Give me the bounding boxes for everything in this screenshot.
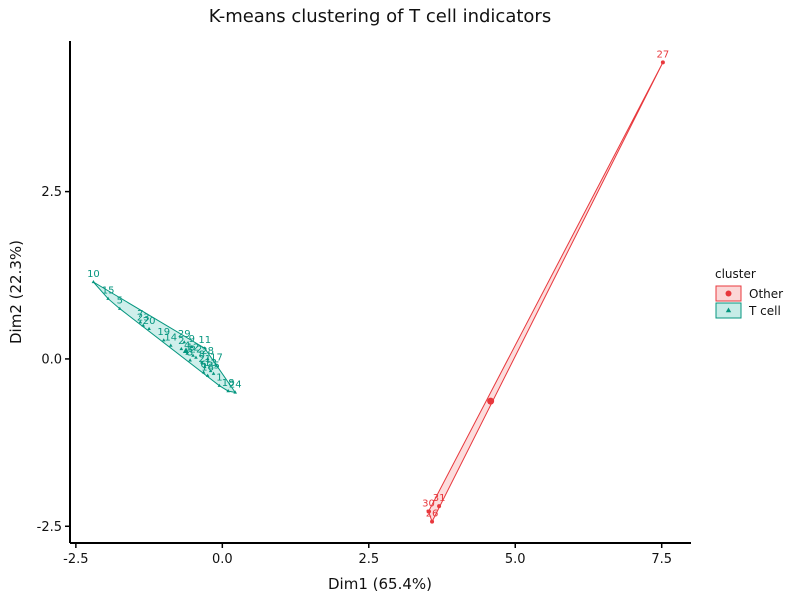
data-point [179, 346, 184, 351]
legend-entry-other: Other [715, 285, 783, 302]
x-tick-label: 5.0 [505, 552, 526, 567]
data-point [200, 360, 204, 364]
point-label: 9 [189, 334, 195, 345]
point-label: 28 [201, 346, 214, 357]
point-label: 1 [216, 373, 222, 384]
legend-marker [725, 307, 732, 313]
point-label: 7 [137, 309, 143, 320]
legend-marker [725, 290, 732, 297]
cluster-hull-other [427, 62, 664, 523]
point-label: 22 [190, 345, 203, 356]
data-point [660, 60, 665, 65]
point-label: 21 [198, 354, 211, 365]
point-label: 13 [204, 358, 217, 369]
data-point [147, 326, 151, 331]
point-label: 30 [422, 499, 435, 510]
point-label: 12 [187, 343, 200, 354]
point-label: 23 [137, 312, 150, 323]
chart-title: K-means clustering of T cell indicators [209, 6, 551, 27]
point-label: 25 [207, 361, 220, 372]
data-point [214, 363, 219, 367]
data-point [201, 370, 206, 374]
point-label: 24 [229, 379, 242, 390]
point-label: 4 [184, 341, 190, 352]
axes: -2.5 0.0 2.5 5.0 7.5 -2.5 0.0 2.5 [37, 41, 691, 567]
data-point [233, 390, 238, 394]
x-tick-label: 2.5 [358, 552, 379, 567]
x-tick-label: 0.0 [212, 552, 233, 567]
legend-label: T cell [748, 304, 781, 318]
point-label: 31 [433, 493, 446, 504]
point-label: 11 [198, 335, 211, 346]
data-point [188, 358, 192, 362]
data-point [426, 509, 431, 514]
data-point [161, 338, 166, 342]
point-label: 16 [201, 363, 214, 374]
data-point [141, 323, 146, 327]
data-point [205, 373, 210, 377]
point-label: 19 [157, 327, 170, 338]
data-point [117, 306, 122, 310]
data-point [194, 355, 198, 359]
data-point [430, 519, 435, 524]
point-label: 8 [199, 349, 205, 360]
point-label: 29 [178, 329, 191, 340]
y-axis-title: Dim2 (22.3%) [7, 240, 25, 344]
data-point [185, 351, 189, 355]
data-point [106, 296, 110, 300]
data-point [437, 504, 442, 509]
x-tick-label: -2.5 [63, 552, 88, 567]
data-point [182, 340, 187, 344]
cluster-centroid [182, 347, 190, 354]
cluster-hull-t-cell [93, 281, 237, 394]
point-label: 6 [200, 359, 206, 370]
data-point [191, 353, 195, 357]
x-axis-title: Dim1 (65.4%) [328, 575, 432, 593]
legend: cluster Other T cell [715, 267, 783, 319]
x-tick-label: 7.5 [651, 552, 672, 567]
point-label: 2 [178, 336, 184, 347]
legend-entry-t-cell: T cell [715, 302, 781, 319]
point-label: 27 [657, 49, 670, 60]
data-point [202, 364, 207, 369]
data-point [217, 383, 222, 387]
point-label: 10 [87, 269, 100, 280]
data-point [91, 279, 96, 284]
point-label: 5 [117, 296, 123, 307]
data-point [202, 346, 207, 350]
legend-label: Other [749, 287, 783, 301]
point-label: 17 [210, 353, 223, 364]
point-label: 3 [187, 347, 193, 358]
data-point [168, 343, 173, 347]
point-label: 14 [164, 333, 177, 344]
data-point [205, 356, 210, 361]
cluster-centroid [487, 397, 495, 405]
y-tick-label: 0.0 [41, 352, 62, 367]
point-label: 26 [426, 509, 439, 520]
y-tick-label: 2.5 [41, 185, 62, 200]
y-tick-label: -2.5 [37, 520, 62, 535]
data-point [208, 368, 213, 373]
point-label: 18 [222, 378, 235, 389]
legend-title: cluster [715, 267, 756, 281]
data-point [138, 320, 143, 324]
point-label: 20 [143, 316, 156, 327]
data-point [226, 389, 230, 393]
data-point [190, 344, 194, 349]
data-point [211, 371, 216, 375]
point-label: 15 [102, 286, 115, 297]
